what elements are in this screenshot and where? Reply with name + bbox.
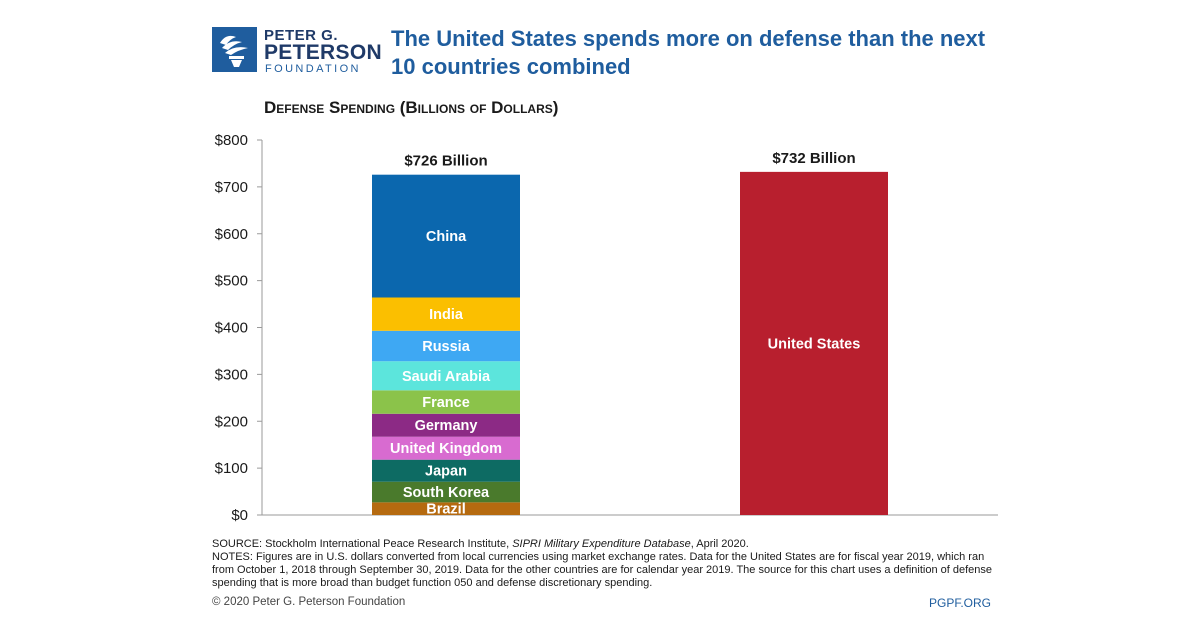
bar-total-label: $726 Billion xyxy=(404,153,487,170)
defense-spending-chart: $0 $100 $200 $300 $400 $500 $600 $700 $800 Brazil… xyxy=(215,132,998,524)
segment-label: United States xyxy=(768,336,861,352)
source-database: SIPRI Military Expenditure Database xyxy=(512,538,691,550)
y-tick-label: $400 xyxy=(215,320,248,337)
bar-segment xyxy=(372,297,520,331)
torch-logo-icon xyxy=(212,27,257,72)
y-tick-label: $500 xyxy=(215,273,248,290)
source-prefix: SOURCE: Stockholm International Peace Re… xyxy=(212,538,513,550)
segment-label: South Korea xyxy=(403,485,490,501)
segment-label: France xyxy=(422,395,470,411)
bar-segment xyxy=(740,171,888,515)
source-suffix: , April 2020. xyxy=(690,538,749,550)
bar-total-label: $732 Billion xyxy=(772,150,855,167)
segment-label: India xyxy=(429,307,464,323)
bar-segment xyxy=(372,413,520,437)
y-tick-label: $200 xyxy=(215,413,248,430)
segment-label: United Kingdom xyxy=(390,441,502,457)
bar-segment xyxy=(372,361,520,391)
segment-label: Russia xyxy=(422,339,470,355)
bar-segment xyxy=(372,502,520,515)
y-tick-label: $600 xyxy=(215,226,248,243)
bar-segment xyxy=(372,436,520,460)
source-line: SOURCE: Stockholm International Peace Re… xyxy=(212,538,1002,551)
copyright: © 2020 Peter G. Peterson Foundation xyxy=(212,596,406,608)
site-link[interactable]: PGPF.ORG xyxy=(929,596,992,610)
y-tick-label: $700 xyxy=(215,179,248,196)
pgpf-logo: PETER G. PETERSON FOUNDATION xyxy=(212,27,382,77)
y-tick-label: $0 xyxy=(231,507,248,524)
segment-label: Saudi Arabia xyxy=(402,369,491,385)
segment-label: Japan xyxy=(425,464,467,480)
page-title: The United States spends more on defense… xyxy=(391,26,986,79)
bar-segment xyxy=(372,174,520,298)
bar-segment xyxy=(372,390,520,414)
notes-text: NOTES: Figures are in U.S. dollars conve… xyxy=(212,551,993,589)
segment-label: China xyxy=(426,229,467,245)
logo-text-line2: PETERSON xyxy=(264,41,382,64)
chart-title: Defense Spending (Billions of Dollars) xyxy=(264,98,559,117)
bar-segment xyxy=(372,330,520,362)
bar-segment xyxy=(372,459,520,482)
y-tick-label: $800 xyxy=(215,132,248,149)
segment-label: Germany xyxy=(415,418,478,434)
source-notes: SOURCE: Stockholm International Peace Re… xyxy=(212,538,1002,590)
y-tick-label: $100 xyxy=(215,460,248,477)
logo-text-line3: FOUNDATION xyxy=(265,63,361,75)
bar-segment xyxy=(372,481,520,503)
logo-text-line1: PETER G. xyxy=(264,27,339,44)
segment-label: Brazil xyxy=(426,502,466,518)
y-tick-label: $300 xyxy=(215,366,248,383)
